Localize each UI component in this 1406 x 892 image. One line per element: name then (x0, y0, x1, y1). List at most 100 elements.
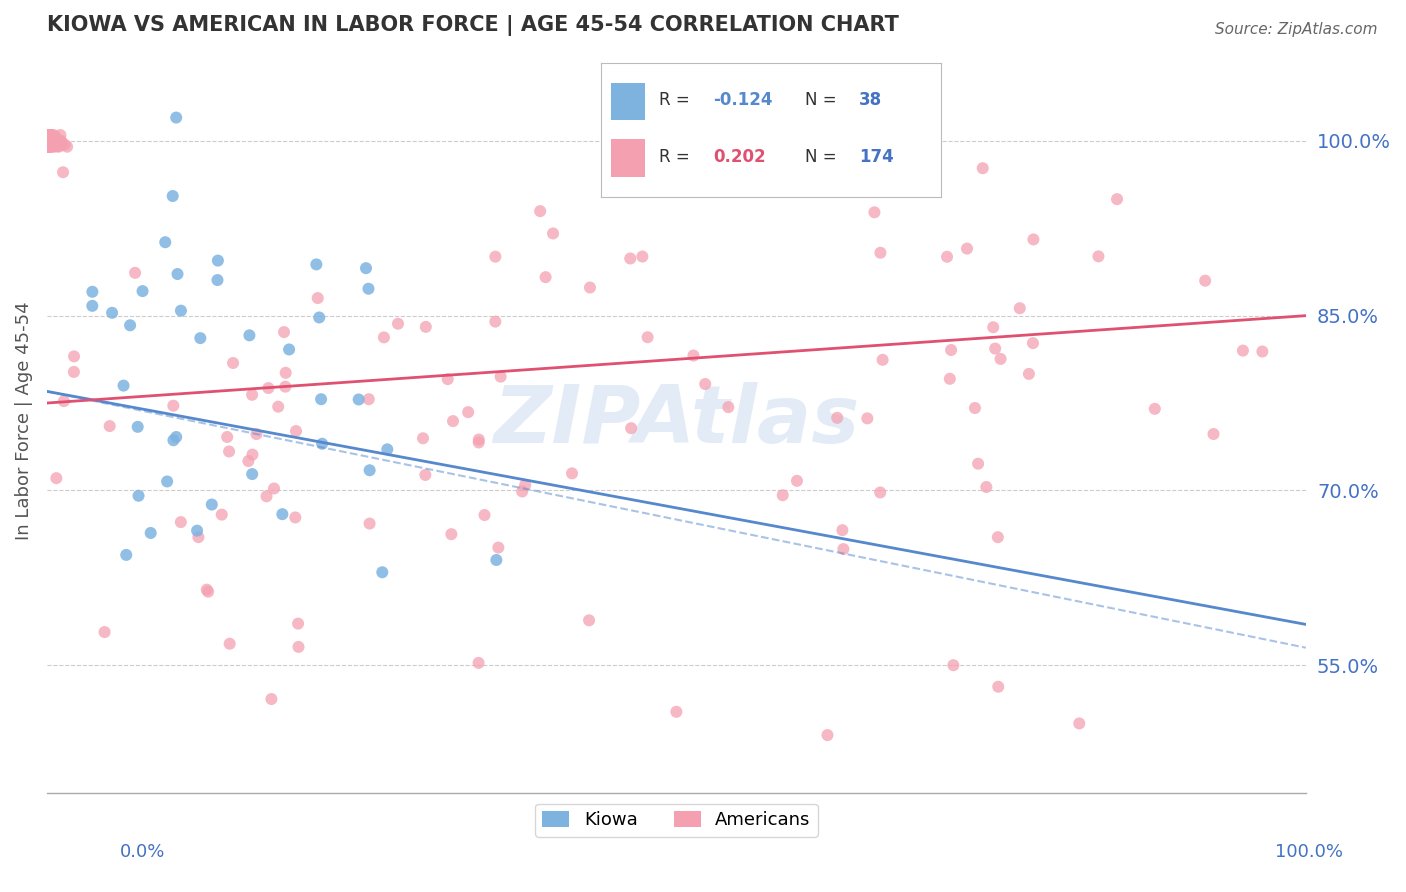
Point (484, 315, 506, 329)
Point (285, 424, 308, 438)
Point (37, 134, 59, 148)
Point (162, 434, 184, 448)
Point (579, 280, 602, 294)
Point (817, 728, 839, 742)
Point (984, 342, 1007, 356)
Point (39, 136, 62, 151)
Point (38, 131, 60, 145)
Point (510, 484, 533, 499)
Point (49, 128, 72, 142)
Point (412, 431, 434, 445)
Point (211, 508, 233, 522)
Point (541, 227, 564, 241)
Text: Source: ZipAtlas.com: Source: ZipAtlas.com (1215, 22, 1378, 37)
Point (217, 430, 239, 444)
Point (371, 566, 394, 580)
Point (51, 137, 73, 152)
Point (35, 137, 58, 152)
Point (201, 498, 224, 512)
Point (734, 87, 756, 102)
Point (869, 485, 891, 500)
Point (120, 318, 142, 333)
Point (42, 135, 65, 149)
Point (63, 365, 86, 379)
Point (375, 442, 398, 457)
Point (165, 111, 187, 125)
Point (359, 463, 381, 477)
Point (38, 139, 60, 153)
Point (38, 139, 60, 153)
Point (956, 242, 979, 256)
Point (44, 139, 66, 153)
Point (35, 139, 58, 153)
Point (1022, 232, 1045, 246)
Point (942, 658, 965, 673)
Point (51, 135, 73, 149)
Point (37, 135, 59, 149)
Point (37, 138, 59, 153)
Point (273, 325, 295, 339)
Point (38, 128, 60, 142)
Point (619, 252, 641, 266)
Point (37, 128, 59, 142)
Point (45, 471, 67, 485)
Point (35, 136, 58, 150)
Point (825, 410, 848, 425)
Point (274, 366, 297, 380)
Point (1069, 716, 1091, 731)
Point (981, 320, 1004, 334)
Point (534, 270, 557, 285)
Point (218, 637, 240, 651)
Point (637, 330, 659, 344)
Point (124, 266, 146, 280)
Point (1251, 344, 1274, 359)
Point (35, 132, 58, 146)
Point (529, 204, 551, 219)
Point (42, 138, 65, 153)
Point (165, 430, 187, 444)
Point (37, 134, 59, 148)
Point (39, 139, 62, 153)
Point (35, 128, 58, 142)
Point (39, 131, 62, 145)
Point (468, 433, 491, 447)
Point (37, 133, 59, 147)
Point (39, 128, 62, 142)
Point (357, 282, 380, 296)
Point (936, 250, 959, 264)
Point (166, 267, 188, 281)
Point (195, 582, 218, 597)
Point (274, 379, 297, 393)
Point (39, 135, 62, 149)
Point (665, 705, 688, 719)
Point (357, 392, 380, 407)
Point (772, 488, 794, 502)
Point (162, 399, 184, 413)
Point (48, 139, 70, 153)
Point (457, 405, 479, 419)
Point (42, 133, 65, 147)
Point (207, 273, 229, 287)
Point (39, 128, 62, 142)
Point (1202, 427, 1225, 442)
Point (578, 613, 600, 627)
Point (37, 139, 59, 153)
Point (311, 436, 333, 450)
Point (284, 510, 307, 524)
Point (42, 128, 65, 142)
Point (972, 161, 994, 176)
Point (41, 139, 63, 153)
Point (267, 400, 290, 414)
Point (245, 427, 267, 442)
Point (309, 392, 332, 407)
Point (170, 303, 193, 318)
Point (467, 435, 489, 450)
Point (139, 526, 162, 541)
Point (186, 524, 208, 538)
Point (872, 352, 894, 367)
Point (98, 419, 121, 434)
Point (486, 541, 509, 555)
Point (238, 328, 260, 343)
Point (1105, 192, 1128, 206)
Point (832, 542, 855, 557)
